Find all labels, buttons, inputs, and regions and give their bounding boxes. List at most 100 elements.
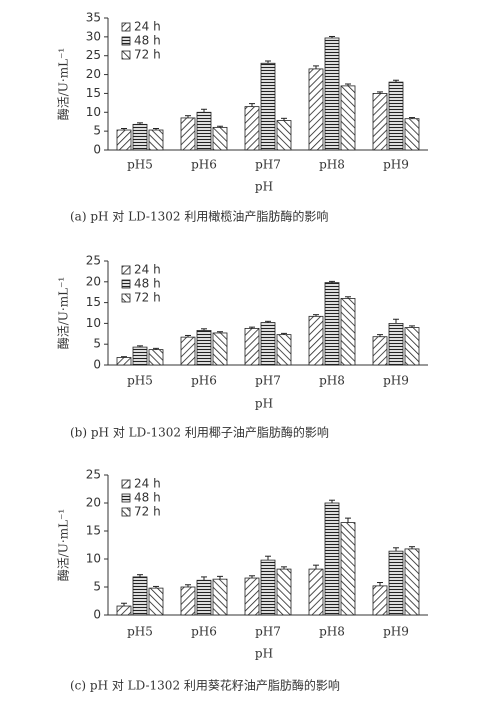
bar: [132, 576, 148, 616]
bar: [276, 120, 292, 151]
error-bar: [185, 584, 191, 587]
chart-panel: 0 5 10 15 20 25 酶活/U·mL⁻¹ pH (c) pH 对 LD-1302 利用…: [56, 468, 428, 693]
chart-panel: 0 5 10 15 20 25 30 35 酶活/U·mL⁻¹ pH (a) pH 对 LD-130…: [56, 11, 428, 224]
legend-label: 24 h: [134, 20, 161, 34]
chart-title: (b) pH 对 LD-1302 利用椰子油产脂肪酶的影响: [70, 425, 329, 440]
legend-label: 48 h: [134, 277, 161, 291]
y-tick-label: 10: [86, 552, 101, 566]
bar: [180, 117, 196, 151]
legend-label: 48 h: [134, 491, 161, 505]
legend-label: 48 h: [134, 34, 161, 48]
error-bar: [249, 103, 255, 107]
x-tick-label: pH9: [383, 374, 409, 388]
error-bar: [185, 115, 191, 118]
bar: [244, 106, 260, 151]
bar: [116, 605, 132, 616]
x-tick-label: pH8: [319, 625, 345, 639]
bar: [148, 587, 164, 616]
y-tick-label: 10: [86, 316, 101, 330]
error-bar: [393, 547, 399, 552]
error-bar: [249, 575, 255, 579]
error-bar: [329, 280, 335, 283]
bar: [308, 68, 324, 151]
bar: [148, 349, 164, 366]
y-tick-label: 35: [86, 11, 101, 25]
bar: [324, 37, 340, 151]
bar: [404, 548, 420, 616]
error-bar: [409, 546, 415, 549]
y-tick-label: 5: [93, 337, 101, 351]
error-bar: [281, 566, 287, 570]
error-bar: [281, 332, 287, 335]
error-bar: [313, 65, 319, 69]
error-bar: [121, 356, 127, 358]
error-bar: [185, 334, 191, 338]
x-tick-label: pH9: [383, 625, 409, 639]
error-bar: [265, 60, 271, 64]
y-tick-label: 25: [86, 468, 101, 482]
bar: [260, 559, 276, 616]
bar: [212, 126, 228, 151]
x-tick-label: pH9: [383, 158, 409, 172]
x-tick-label: pH5: [127, 158, 153, 172]
legend-swatch: [121, 479, 131, 489]
legend-swatch: [121, 279, 131, 289]
y-tick-label: 15: [86, 295, 101, 309]
error-bar: [265, 555, 271, 561]
y-tick-label: 5: [93, 124, 101, 138]
error-bar: [313, 314, 319, 317]
bar: [276, 334, 292, 366]
y-tick-label: 25: [86, 48, 101, 62]
bar: [196, 111, 212, 151]
legend-swatch: [121, 36, 131, 46]
bar: [324, 282, 340, 366]
error-bar: [201, 108, 207, 113]
y-tick-label: 0: [93, 358, 101, 372]
y-tick-label: 0: [93, 608, 101, 622]
error-bar: [121, 602, 127, 607]
error-bar: [153, 585, 159, 589]
bar: [180, 336, 196, 366]
legend-swatch: [121, 265, 131, 275]
y-tick-label: 30: [86, 29, 101, 43]
x-tick-label: pH6: [191, 158, 217, 172]
y-tick-label: 25: [86, 254, 101, 268]
error-bar: [281, 117, 287, 121]
bar: [212, 332, 228, 366]
bar: [372, 336, 388, 366]
legend-label: 72 h: [134, 48, 161, 62]
bar: [372, 585, 388, 616]
chart-panel: 0 5 10 15 20 25 酶活/U·mL⁻¹ pH (b) pH 对 LD-1302 利用…: [56, 254, 428, 440]
bar: [244, 577, 260, 616]
legend-label: 72 h: [134, 505, 161, 519]
error-bar: [377, 334, 383, 337]
y-tick-label: 20: [86, 496, 101, 510]
error-bar: [137, 345, 143, 348]
error-bar: [329, 35, 335, 38]
x-axis-label: pH: [255, 397, 273, 411]
legend-label: 24 h: [134, 263, 161, 277]
chart-title: (c) pH 对 LD-1302 利用葵花籽油产脂肪酶的影响: [70, 678, 340, 693]
bar: [132, 123, 148, 151]
error-bar: [201, 576, 207, 581]
bar: [148, 129, 164, 151]
error-bar: [217, 125, 223, 128]
error-bar: [345, 517, 351, 523]
error-bar: [153, 347, 159, 350]
x-axis-label: pH: [255, 180, 273, 194]
bar: [340, 522, 356, 616]
error-bar: [393, 79, 399, 83]
legend-swatch: [121, 293, 131, 303]
x-tick-label: pH8: [319, 374, 345, 388]
legend-swatch: [121, 22, 131, 32]
error-bar: [153, 128, 159, 131]
y-tick-label: 15: [86, 524, 101, 538]
bar: [308, 315, 324, 366]
x-tick-label: pH6: [191, 625, 217, 639]
bar: [212, 578, 228, 616]
legend-label: 72 h: [134, 291, 161, 305]
bar: [388, 322, 404, 366]
error-bar: [313, 564, 319, 570]
error-bar: [409, 117, 415, 119]
